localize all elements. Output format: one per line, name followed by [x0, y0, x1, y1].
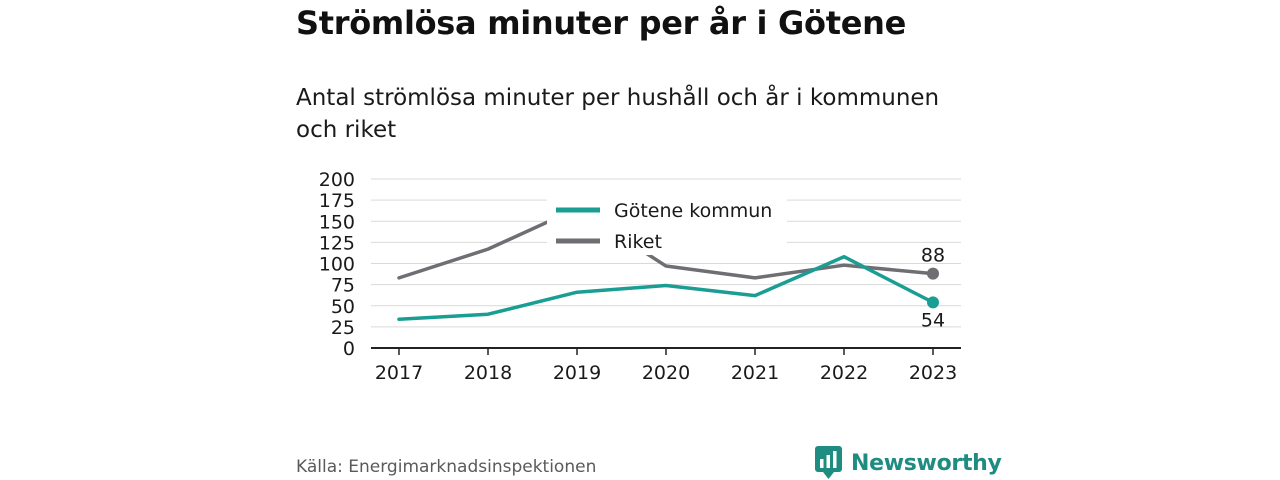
x-tick-label: 2020 [642, 362, 690, 384]
y-tick-label: 0 [343, 338, 355, 360]
y-tick-label: 150 [319, 211, 355, 233]
x-axis: 2017 2018 2019 2020 2021 2022 2023 [371, 347, 961, 384]
x-tick-label: 2023 [909, 362, 957, 384]
source-note: Källa: Energimarknadsinspektionen [296, 457, 597, 477]
brand-logo: Newsworthy [815, 446, 1002, 480]
x-tick-label: 2019 [553, 362, 601, 384]
series-lines [397, 206, 939, 322]
end-value-label: 54 [921, 309, 945, 331]
x-tick-label: 2022 [820, 362, 868, 384]
newsworthy-logo-icon [815, 446, 842, 479]
end-labels: 54 88 [921, 245, 945, 332]
x-tick-label: 2017 [375, 362, 423, 384]
y-tick-label: 100 [319, 254, 355, 276]
y-tick-label: 25 [331, 317, 355, 339]
legend-label: Riket [614, 231, 662, 253]
y-tick-label: 50 [331, 296, 355, 318]
legend-label: Götene kommun [614, 200, 772, 222]
chart-title: Strömlösa minuter per år i Götene [296, 4, 906, 42]
end-value-label: 88 [921, 245, 945, 267]
legend: Götene kommun Riket [547, 197, 787, 255]
y-tick-label: 200 [319, 169, 355, 191]
x-tick-label: 2021 [731, 362, 779, 384]
x-tick-label: 2018 [464, 362, 512, 384]
brand-name: Newsworthy [851, 450, 1002, 476]
chart-subtitle: Antal strömlösa minuter per hushåll och … [296, 85, 940, 143]
y-tick-label: 75 [331, 275, 355, 297]
series-end-marker [927, 296, 939, 309]
series-line [397, 254, 935, 322]
series-end-marker [927, 267, 939, 280]
legend-background [547, 197, 787, 255]
y-tick-label: 125 [319, 232, 355, 254]
y-tick-label: 175 [319, 190, 355, 212]
series-line [397, 206, 935, 280]
